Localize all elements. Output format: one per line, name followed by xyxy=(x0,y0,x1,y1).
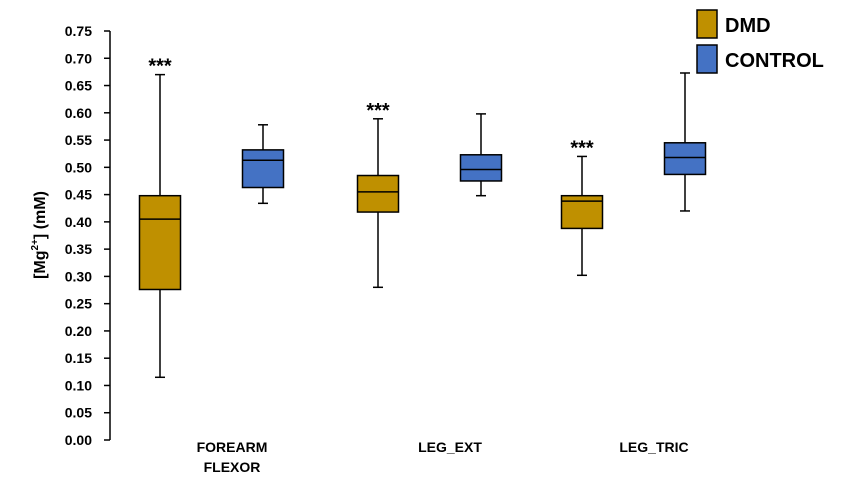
legend-swatch-control xyxy=(696,44,718,74)
y-tick-label: 0.30 xyxy=(65,268,92,284)
box-dmd-1: *** xyxy=(138,56,182,379)
legend-label-dmd: DMD xyxy=(725,15,771,37)
y-tick-label: 0.25 xyxy=(65,296,92,312)
y-tick-label: 0.60 xyxy=(65,105,92,121)
y-tick-label: 0.70 xyxy=(65,50,92,66)
y-tick-label: 0.55 xyxy=(65,132,92,148)
y-tick-label: 0.65 xyxy=(65,78,92,94)
y-tick-label: 0.10 xyxy=(65,377,92,393)
y-tick-label: 0.75 xyxy=(65,23,92,39)
box-control-2 xyxy=(459,113,503,197)
legend-swatch-dmd xyxy=(696,9,718,39)
significance-label: *** xyxy=(570,137,594,159)
iqr-box xyxy=(241,149,285,189)
box-control-3 xyxy=(663,72,707,212)
iqr-box xyxy=(663,142,707,176)
y-tick-label: 0.00 xyxy=(65,432,92,448)
category-label: LEG_EXT xyxy=(418,439,482,455)
y-tick-label: 0.15 xyxy=(65,350,92,366)
legend: DMD CONTROL xyxy=(696,9,824,74)
significance-label: *** xyxy=(148,56,172,78)
box-control-1 xyxy=(241,124,285,205)
y-tick-label: 0.40 xyxy=(65,214,92,230)
category-label: LEG_TRIC xyxy=(619,439,688,455)
legend-label-control: CONTROL xyxy=(725,50,824,72)
box-dmd-3: *** xyxy=(560,137,604,277)
y-axis-label: [Mg2+] (mM) xyxy=(30,191,49,279)
y-tick-label: 0.20 xyxy=(65,323,92,339)
x-category-labels: FOREARM FLEXOR LEG_EXT LEG_TRIC xyxy=(197,439,689,475)
plot-area: *** *** *** xyxy=(138,56,707,379)
box-dmd-2: *** xyxy=(356,100,400,289)
y-tick-label: 0.35 xyxy=(65,241,92,257)
y-tick-label: 0.45 xyxy=(65,187,92,203)
significance-label: *** xyxy=(366,100,390,122)
y-tick-label: 0.05 xyxy=(65,405,92,421)
y-tick-label: 0.50 xyxy=(65,159,92,175)
iqr-box xyxy=(459,154,503,182)
iqr-box xyxy=(356,174,400,213)
iqr-box xyxy=(138,194,182,291)
category-label: FOREARM FLEXOR xyxy=(197,439,268,475)
y-axis: 0.00 0.05 0.10 0.15 0.20 0.25 0.30 0.35 0.40 0.45… xyxy=(65,23,111,448)
